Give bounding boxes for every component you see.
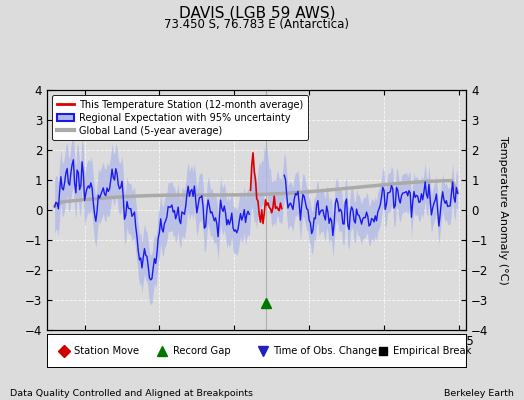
Y-axis label: Temperature Anomaly (°C): Temperature Anomaly (°C) xyxy=(498,136,508,284)
Text: Berkeley Earth: Berkeley Earth xyxy=(444,389,514,398)
Text: Station Move: Station Move xyxy=(74,346,139,356)
Text: 73.450 S, 76.783 E (Antarctica): 73.450 S, 76.783 E (Antarctica) xyxy=(164,18,350,31)
Text: DAVIS (LGB 59 AWS): DAVIS (LGB 59 AWS) xyxy=(179,6,335,21)
Text: Data Quality Controlled and Aligned at Breakpoints: Data Quality Controlled and Aligned at B… xyxy=(10,389,254,398)
Text: Record Gap: Record Gap xyxy=(173,346,231,356)
Text: Empirical Break: Empirical Break xyxy=(393,346,472,356)
Legend: This Temperature Station (12-month average), Regional Expectation with 95% uncer: This Temperature Station (12-month avera… xyxy=(52,95,308,140)
Text: Time of Obs. Change: Time of Obs. Change xyxy=(274,346,378,356)
